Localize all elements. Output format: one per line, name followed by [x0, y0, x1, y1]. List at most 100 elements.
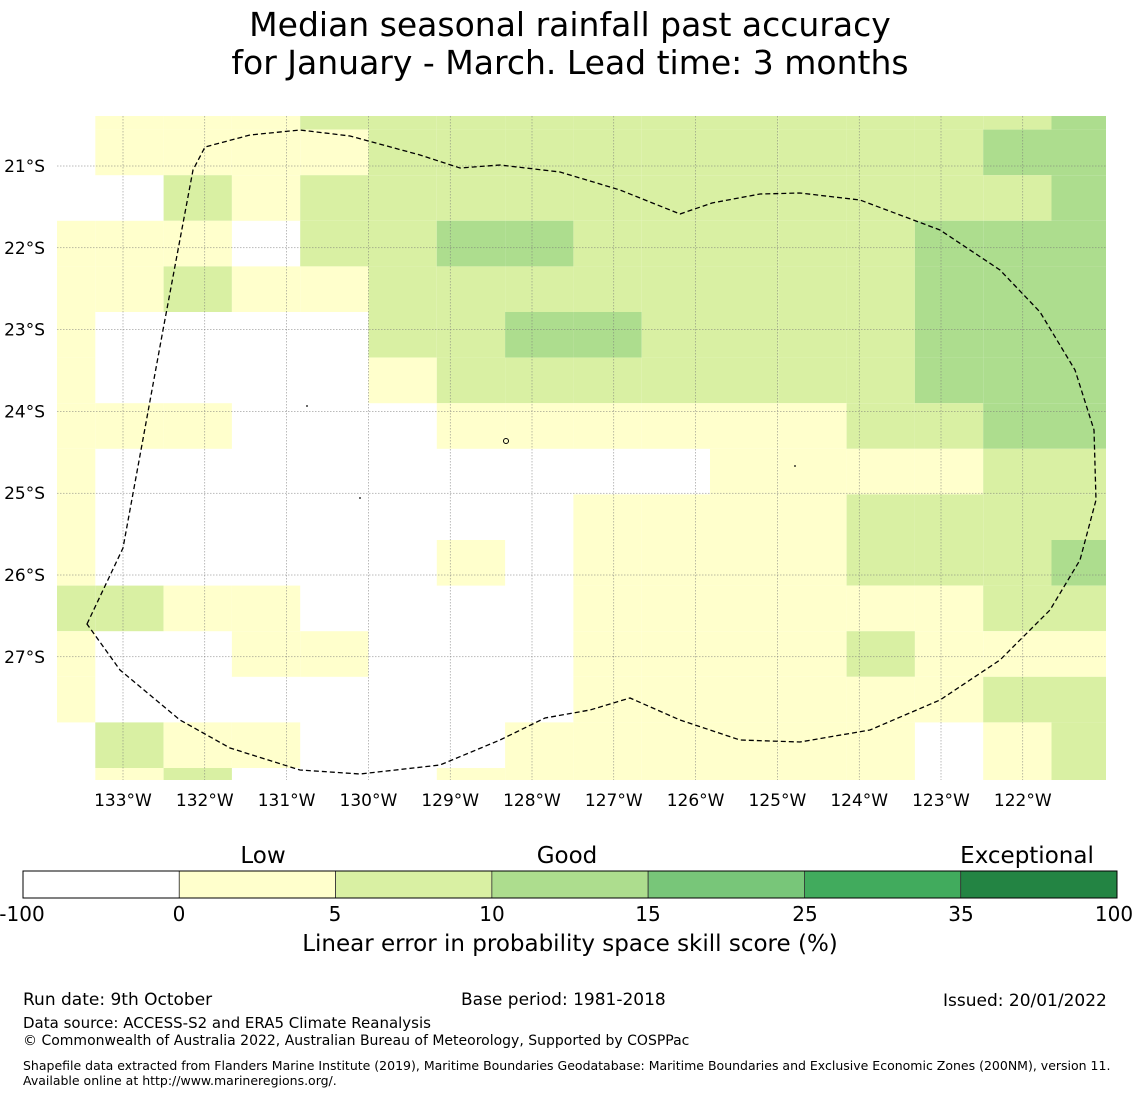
grid-cell	[1051, 768, 1106, 780]
grid-cell	[846, 129, 915, 176]
grid-cell	[778, 266, 847, 312]
longitude-labels: 133°W 132°W 131°W 130°W 129°W 128°W 127°W 126°W…	[94, 791, 1052, 811]
grid-cell	[505, 220, 574, 267]
grid-cell	[505, 175, 574, 221]
grid-cell	[983, 768, 1052, 780]
grid-cell	[846, 540, 915, 586]
grid-cell	[983, 129, 1052, 176]
grid-cell	[778, 403, 847, 449]
grid-cell	[436, 266, 506, 312]
grid-cell	[846, 448, 915, 495]
skill-grid	[57, 116, 1106, 780]
latitude-label: 23°S	[4, 321, 45, 341]
chart-title: Median seasonal rainfall past accuracy f…	[0, 6, 1140, 82]
grid-cell	[846, 722, 915, 768]
grid-cell	[641, 116, 710, 130]
grid-cell	[846, 175, 915, 221]
grid-cell	[983, 448, 1052, 495]
grid-cell	[983, 722, 1052, 768]
longitude-label: 124°W	[830, 791, 888, 811]
colorbar-tick: -100	[0, 902, 45, 926]
grid-cell	[983, 540, 1052, 586]
grid-cell	[505, 403, 574, 449]
latitude-label: 21°S	[4, 157, 45, 177]
latitude-label: 24°S	[4, 402, 45, 422]
grid-cell	[778, 585, 847, 632]
grid-cell	[778, 676, 847, 723]
grid-cell	[95, 768, 164, 780]
grid-cell	[1051, 116, 1106, 130]
grid-cell	[436, 129, 506, 176]
colorbar-segment	[960, 870, 1118, 899]
grid-cell	[983, 494, 1052, 540]
grid-cell	[573, 116, 642, 130]
grid-cell	[163, 129, 232, 176]
grid-cell	[57, 357, 96, 404]
grid-cell	[1051, 676, 1106, 723]
longitude-label: 133°W	[94, 791, 152, 811]
colorbar-word-good: Good	[536, 843, 598, 869]
grid-cell	[983, 585, 1052, 632]
grid-cell	[231, 175, 301, 221]
longitude-label: 122°W	[994, 791, 1052, 811]
grid-cell	[778, 448, 847, 495]
grid-cell	[231, 722, 301, 768]
longitude-label: 132°W	[176, 791, 234, 811]
grid-cell	[231, 266, 301, 312]
grid-cell	[914, 585, 984, 632]
grid-cell	[231, 631, 301, 677]
longitude-label: 127°W	[585, 791, 643, 811]
grid-cell	[573, 266, 642, 312]
grid-cell	[163, 266, 232, 312]
grid-cell	[95, 129, 164, 176]
colorbar-label: Linear error in probability space skill …	[302, 931, 838, 957]
grid-cell	[641, 403, 710, 449]
island-marker	[306, 405, 308, 407]
grid-cell	[368, 220, 437, 267]
grid-cell	[231, 129, 301, 176]
grid-cell	[914, 631, 984, 677]
grid-cell	[914, 494, 984, 540]
grid-cell	[573, 175, 642, 221]
longitude-label: 131°W	[258, 791, 316, 811]
grid-cell	[983, 266, 1052, 312]
colorbar-tick: 100	[1094, 902, 1134, 926]
latitude-label: 25°S	[4, 484, 45, 504]
grid-cell	[573, 357, 642, 404]
grid-cell	[573, 768, 642, 780]
title-line-2: for January - March. Lead time: 3 months	[231, 43, 909, 82]
grid-cell	[95, 585, 164, 632]
grid-cell	[573, 540, 642, 586]
grid-cell	[573, 676, 642, 723]
grid-cell	[983, 403, 1052, 449]
grid-cell	[846, 312, 915, 358]
grid-cell	[573, 403, 642, 449]
grid-cell	[1051, 357, 1106, 404]
grid-cell	[914, 129, 984, 176]
grid-cell	[436, 540, 506, 586]
grid-cell	[57, 266, 96, 312]
colorbar-tick: 15	[635, 902, 661, 926]
run-date: Run date: 9th October	[23, 990, 213, 1010]
shapefile-credit: Shapefile data extracted from Flanders M…	[23, 1058, 1111, 1088]
grid-cell	[914, 175, 984, 221]
grid-cell	[505, 357, 574, 404]
grid-cell	[505, 266, 574, 312]
data-source: Data source: ACCESS-S2 and ERA5 Climate …	[23, 1014, 431, 1032]
grid-cell	[436, 312, 506, 358]
grid-cell	[710, 220, 779, 267]
grid-cell	[710, 312, 779, 358]
grid-cell	[710, 448, 779, 495]
grid-cell	[57, 540, 96, 586]
grid-cell	[300, 175, 369, 221]
grid-cell	[914, 403, 984, 449]
grid-cell	[778, 631, 847, 677]
grid-cell	[846, 403, 915, 449]
island-marker	[359, 497, 361, 499]
grid-cell	[641, 676, 710, 723]
grid-cell	[846, 585, 915, 632]
grid-cell	[641, 175, 710, 221]
grid-cell	[983, 220, 1052, 267]
grid-cell	[778, 312, 847, 358]
